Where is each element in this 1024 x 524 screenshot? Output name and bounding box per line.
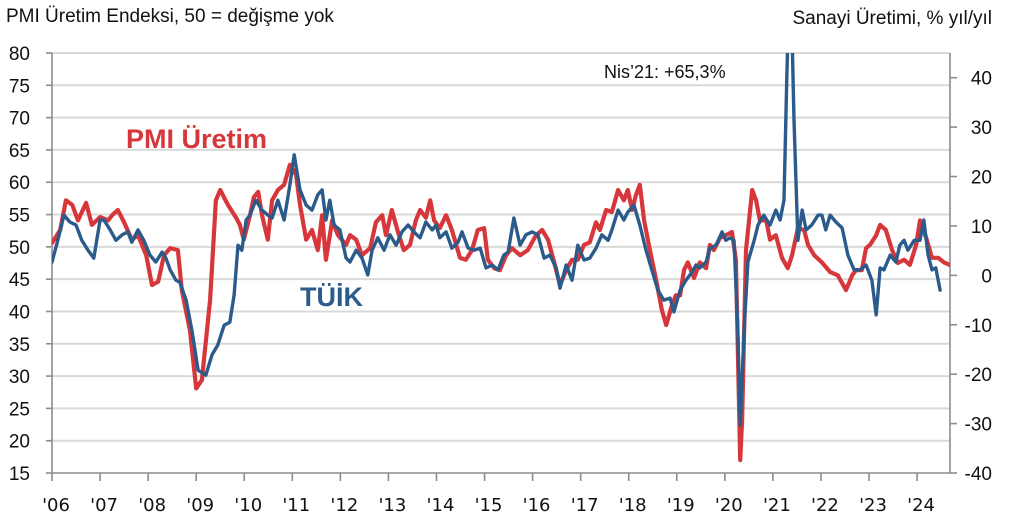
left-axis-tick-label: 15 bbox=[9, 464, 30, 485]
x-axis-tick-label: '19 bbox=[667, 495, 695, 516]
x-axis-tick-label: '16 bbox=[523, 495, 551, 516]
left-axis-tick-label: 25 bbox=[9, 399, 30, 420]
right-axis-tick-label: -10 bbox=[965, 316, 992, 337]
left-axis-tick-label: 40 bbox=[9, 302, 30, 323]
right-axis-tick-label: 20 bbox=[971, 168, 992, 189]
x-axis-tick-label: '09 bbox=[186, 495, 214, 516]
x-axis-tick-label: '06 bbox=[42, 495, 70, 516]
series-label-pmi: PMI Üretim bbox=[126, 124, 267, 154]
right-axis-title: Sanayi Üretimi, % yıl/yıl bbox=[792, 8, 992, 29]
left-axis-title: PMI Üretim Endeksi, 50 = değişme yok bbox=[6, 6, 334, 27]
right-axis-tick-label: 10 bbox=[971, 217, 992, 238]
left-axis-tick-label: 50 bbox=[9, 238, 30, 259]
x-axis-tick-label: '23 bbox=[859, 495, 887, 516]
series-lines bbox=[52, 53, 950, 463]
right-axis-tick-label: 30 bbox=[971, 118, 992, 139]
left-axis-tick-label: 55 bbox=[9, 206, 30, 227]
x-axis-tick-label: '12 bbox=[330, 495, 358, 516]
x-axis-tick-label: '08 bbox=[138, 495, 166, 516]
right-axis-tick-label: 40 bbox=[971, 69, 992, 90]
x-axis-tick-label: '20 bbox=[715, 495, 743, 516]
left-axis-tick-label: 65 bbox=[9, 141, 30, 162]
x-axis-tick-label: '17 bbox=[571, 495, 599, 516]
left-axis-tick-label: 30 bbox=[9, 367, 30, 388]
right-axis-tick-label: -30 bbox=[965, 415, 992, 436]
annotation-peak: Nis’21: +65,3% bbox=[604, 62, 726, 82]
x-axis-tick-label: '13 bbox=[378, 495, 406, 516]
left-axis-tick-label: 45 bbox=[9, 270, 30, 291]
right-axis-tick-label: -40 bbox=[965, 464, 992, 485]
gridlines bbox=[52, 52, 950, 442]
tuik-series-line bbox=[52, 53, 942, 427]
right-axis-tick-label: -20 bbox=[965, 365, 992, 386]
left-axis-tick-label: 70 bbox=[9, 109, 30, 130]
x-axis-tick-label: '24 bbox=[907, 495, 935, 516]
left-axis-tick-label: 60 bbox=[9, 173, 30, 194]
left-axis-tick-label: 80 bbox=[9, 44, 30, 65]
x-axis-tick-label: '15 bbox=[475, 495, 503, 516]
left-axis-tick-label: 75 bbox=[9, 76, 30, 97]
x-axis-tick-label: '10 bbox=[234, 495, 262, 516]
series-label-tuik: TÜİK bbox=[300, 282, 363, 312]
left-axis-tick-label: 35 bbox=[9, 335, 30, 356]
x-axis-tick-label: '21 bbox=[763, 495, 791, 516]
x-axis-tick-label: '22 bbox=[811, 495, 839, 516]
pmi-series-line bbox=[52, 162, 950, 463]
right-axis-tick-label: 0 bbox=[981, 266, 992, 287]
left-axis-tick-label: 20 bbox=[9, 432, 30, 453]
x-axis-tick-label: '07 bbox=[90, 495, 118, 516]
x-axis-tick-label: '11 bbox=[282, 495, 310, 516]
x-axis-tick-label: '18 bbox=[619, 495, 647, 516]
x-axis-tick-label: '14 bbox=[427, 495, 455, 516]
